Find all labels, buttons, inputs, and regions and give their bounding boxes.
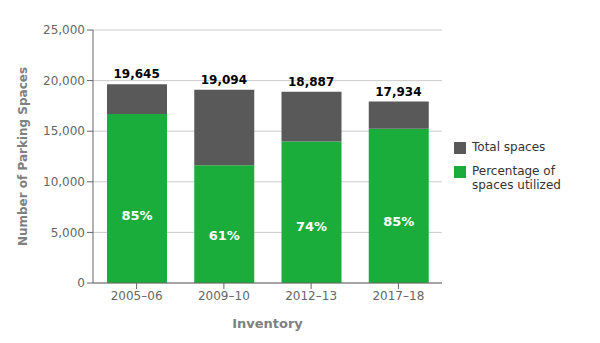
- svg-text:2005–06: 2005–06: [111, 289, 163, 303]
- svg-text:18,887: 18,887: [288, 75, 334, 89]
- svg-text:0: 0: [77, 276, 85, 290]
- html-text:Percentage of: Percentage of: [472, 163, 555, 178]
- svg-text:20,000: 20,000: [43, 74, 85, 88]
- svg-text:Inventory: Inventory: [232, 316, 303, 331]
- svg-text:2009–10: 2009–10: [198, 289, 250, 303]
- svg-text:2012–13: 2012–13: [285, 289, 337, 303]
- svg-text:74%: 74%: [296, 219, 327, 234]
- html-text:Total spaces: Total spaces: [472, 139, 546, 154]
- html-text:spaces utilized: spaces utilized: [472, 177, 561, 192]
- svg-text:15,000: 15,000: [43, 124, 85, 138]
- svg-text:85%: 85%: [121, 208, 152, 223]
- svg-text:25,000: 25,000: [43, 23, 85, 37]
- svg-text:10,000: 10,000: [43, 175, 85, 189]
- svg-text:19,094: 19,094: [201, 73, 247, 87]
- svg-text:Number of Parking Spaces: Number of Parking Spaces: [16, 67, 30, 246]
- svg-text:5,000: 5,000: [51, 226, 85, 240]
- svg-text:19,645: 19,645: [113, 67, 159, 81]
- svg-text:17,934: 17,934: [375, 85, 421, 99]
- svg-text:85%: 85%: [383, 214, 414, 229]
- svg-text:61%: 61%: [209, 228, 240, 243]
- svg-text:2017–18: 2017–18: [372, 289, 424, 303]
